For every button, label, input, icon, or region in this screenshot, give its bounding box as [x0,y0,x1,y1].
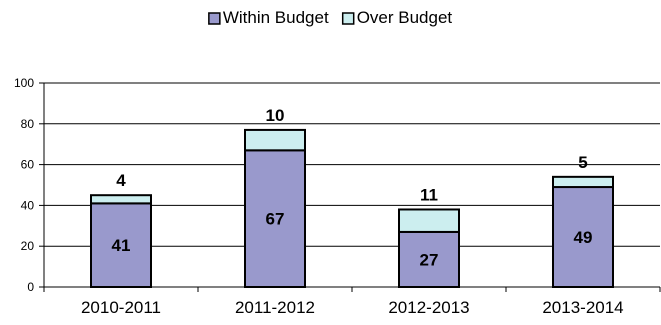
legend-label: Over Budget [357,8,453,27]
x-axis-categories: 2010-2011 2011-2012 2012-2013 2013-2014 [81,298,624,317]
data-label: 5 [578,153,587,172]
y-tick-label: 40 [21,198,35,212]
data-label: 11 [420,185,438,204]
x-category-label: 2010-2011 [81,298,161,317]
data-label: 27 [420,250,439,269]
y-tick-label: 80 [21,117,35,131]
y-tick-label: 20 [21,239,35,253]
data-label: 41 [112,236,131,255]
x-category-label: 2012-2013 [388,298,469,317]
bar-segment-over-budget [552,175,614,189]
bar-segment-over-budget [90,194,152,205]
y-axis-ticks: 0 20 40 60 80 100 [14,76,44,294]
y-tick-label: 100 [14,76,34,90]
y-tick-label: 0 [27,280,34,294]
legend-swatch-within-budget [208,12,221,25]
data-label: 4 [116,171,126,190]
legend: Within Budget Over Budget [208,8,453,27]
data-labels: 41 4 67 10 27 11 49 5 [112,106,593,270]
bar-segment-over-budget [244,128,306,152]
data-label: 67 [266,210,285,229]
legend-label: Within Budget [223,8,329,27]
bar-segment-within-budget [90,202,152,288]
data-label: 49 [574,228,593,247]
bars [90,128,614,288]
bar-segment-over-budget [398,208,460,233]
x-category-label: 2011-2012 [235,298,315,317]
x-category-label: 2013-2014 [542,298,623,317]
data-label: 10 [266,106,285,125]
legend-swatch-over-budget [341,12,355,25]
axes [43,83,661,292]
y-tick-label: 60 [21,158,35,172]
